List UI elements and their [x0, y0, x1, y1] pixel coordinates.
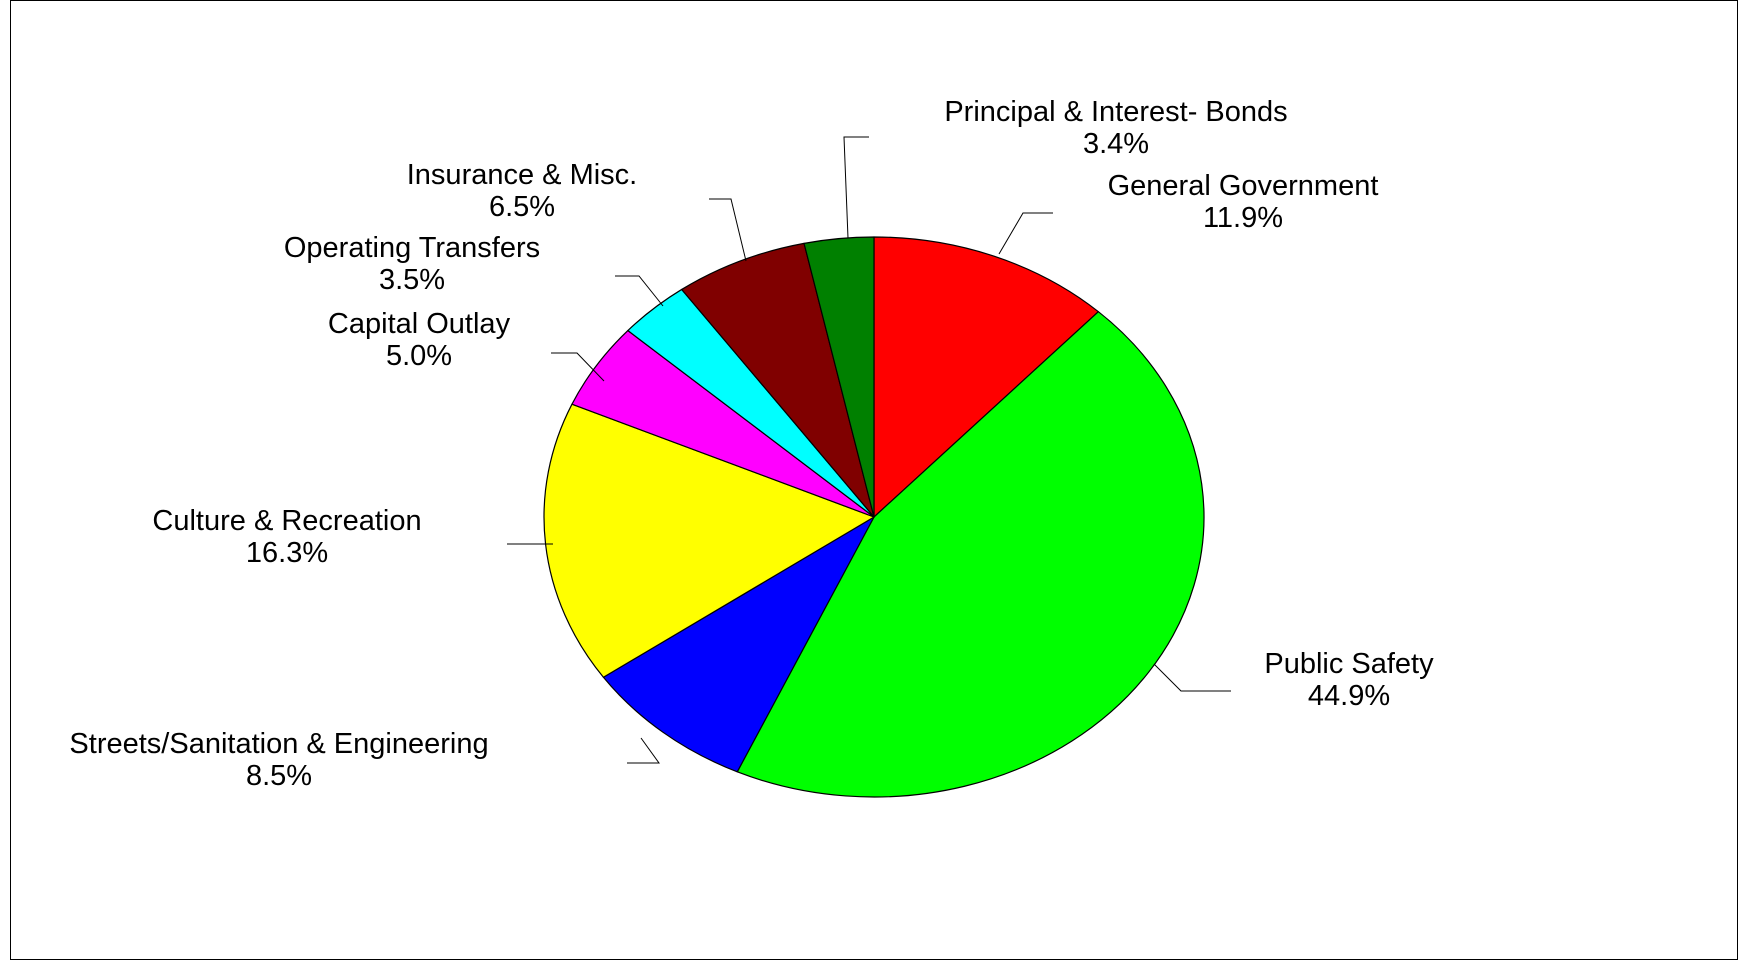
chart-frame: General Government 11.9% Public Safety 44.9… [10, 0, 1738, 960]
leader-line-principal-interest-bonds [843, 136, 869, 239]
leader-line-insurance-misc [709, 198, 747, 262]
slice-label-operating-transfers: Operating Transfers [284, 232, 540, 264]
slice-value-operating-transfers: 3.5% [379, 264, 445, 296]
slice-label-capital-outlay: Capital Outlay [328, 308, 511, 340]
leader-lines [507, 136, 1231, 764]
slice-value-culture-recreation: 16.3% [246, 537, 328, 569]
slice-streets-sanitation-engineering [602, 516, 875, 773]
slice-label-streets-sanitation-engineering: Streets/Sanitation & Engineering [69, 728, 488, 760]
leader-line-capital-outlay [551, 352, 605, 382]
slice-value-capital-outlay: 5.0% [386, 340, 452, 372]
leader-line-operating-transfers [615, 275, 664, 307]
leader-line-general-government [998, 212, 1053, 255]
slice-value-streets-sanitation-engineering: 8.5% [246, 760, 312, 792]
slice-value-insurance-misc: 6.5% [489, 191, 555, 223]
slice-general-government [873, 236, 1099, 518]
leader-line-streets-sanitation-engineering [627, 737, 660, 764]
pie-slices [543, 236, 1205, 798]
slice-value-principal-interest-bonds: 3.4% [1083, 128, 1149, 160]
slice-label-public-safety: Public Safety [1264, 648, 1434, 680]
slice-value-general-government: 11.9% [1203, 202, 1283, 234]
slice-label-general-government: General Government [1108, 170, 1379, 202]
slice-label-culture-recreation: Culture & Recreation [152, 505, 421, 537]
slice-label-insurance-misc: Insurance & Misc. [407, 159, 637, 191]
leader-line-public-safety [1153, 663, 1231, 692]
slice-principal-interest-bonds [803, 236, 875, 518]
slice-label-principal-interest-bonds: Principal & Interest- Bonds [944, 96, 1287, 128]
slice-insurance-misc [681, 242, 875, 518]
slice-public-safety [736, 311, 1205, 798]
slice-value-public-safety: 44.9% [1308, 680, 1390, 712]
